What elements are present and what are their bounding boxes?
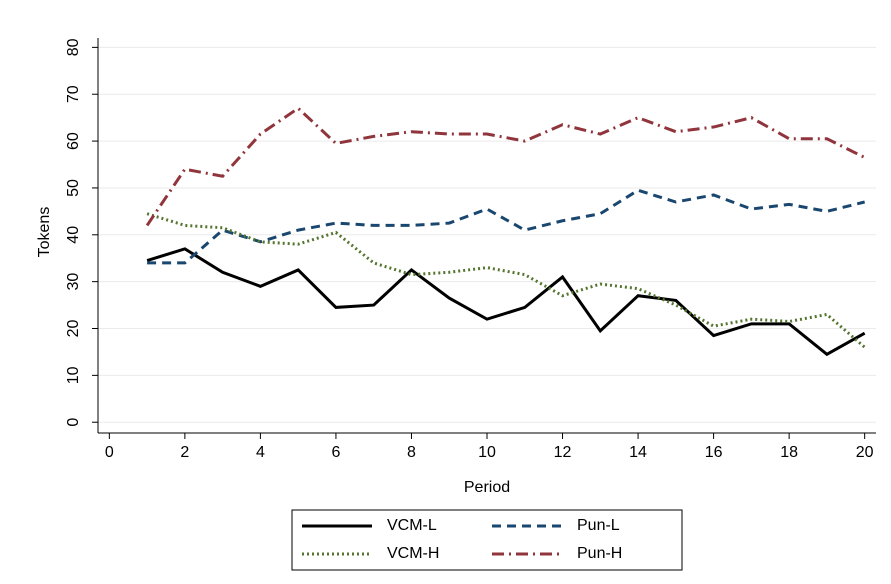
series-line xyxy=(146,247,866,357)
y-tick-label: 20 xyxy=(65,320,82,338)
x-tick-label: 0 xyxy=(105,444,114,461)
legend-label: Pun-L xyxy=(577,517,620,534)
y-tick-label: 10 xyxy=(65,366,82,384)
x-tick-label: 8 xyxy=(407,444,416,461)
series-line xyxy=(145,106,866,227)
x-tick-label: 12 xyxy=(554,444,572,461)
y-tick-label: 60 xyxy=(65,132,82,150)
x-tick-label: 6 xyxy=(331,444,340,461)
x-tick-label: 2 xyxy=(180,444,189,461)
y-tick-label: 70 xyxy=(65,85,82,103)
legend-label: Pun-H xyxy=(577,545,622,562)
x-axis-label: Period xyxy=(464,479,510,496)
y-tick-label: 30 xyxy=(65,273,82,291)
legend-label: VCM-H xyxy=(387,545,439,562)
y-tick-label: 0 xyxy=(65,418,82,427)
y-tick-label: 80 xyxy=(65,38,82,56)
y-tick-label: 50 xyxy=(65,179,82,197)
x-tick-label: 18 xyxy=(780,444,798,461)
y-axis-label: Tokens xyxy=(36,207,53,258)
y-tick-label: 40 xyxy=(65,226,82,244)
legend-label: VCM-L xyxy=(387,517,437,534)
x-tick-label: 4 xyxy=(256,444,265,461)
legend-box xyxy=(291,509,683,571)
x-tick-label: 16 xyxy=(705,444,723,461)
series-line xyxy=(147,188,866,265)
x-tick-label: 14 xyxy=(629,444,647,461)
series-line xyxy=(146,212,866,349)
x-tick-label: 20 xyxy=(856,444,874,461)
x-tick-label: 10 xyxy=(478,444,496,461)
